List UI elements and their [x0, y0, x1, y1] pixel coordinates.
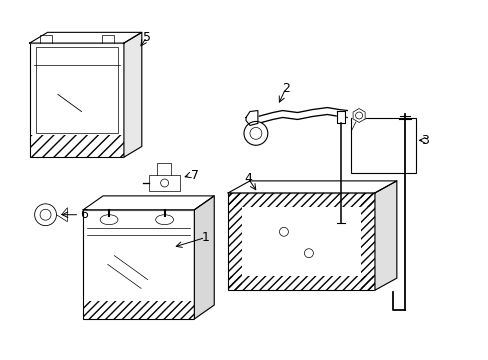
Bar: [350, 118, 415, 173]
Polygon shape: [245, 111, 257, 125]
Polygon shape: [228, 181, 396, 193]
Bar: [228, 193, 242, 290]
Circle shape: [249, 127, 262, 139]
Bar: [83, 301, 194, 319]
Polygon shape: [123, 32, 142, 157]
Bar: [228, 193, 374, 290]
Polygon shape: [337, 111, 345, 123]
Ellipse shape: [155, 215, 173, 225]
Bar: [30, 135, 123, 157]
Circle shape: [244, 121, 267, 145]
Circle shape: [304, 249, 313, 258]
Text: 7: 7: [191, 168, 199, 181]
Ellipse shape: [100, 215, 118, 225]
Polygon shape: [374, 181, 396, 290]
Text: 2: 2: [281, 82, 289, 95]
Bar: [36, 47, 118, 133]
Bar: [83, 210, 194, 319]
Text: 1: 1: [201, 231, 209, 244]
Circle shape: [279, 227, 288, 236]
Circle shape: [40, 209, 51, 220]
Polygon shape: [83, 196, 214, 210]
Circle shape: [355, 112, 362, 119]
Polygon shape: [352, 109, 365, 122]
Text: 5: 5: [142, 31, 150, 44]
Circle shape: [35, 204, 56, 226]
Bar: [228, 193, 374, 207]
Text: 4: 4: [244, 171, 251, 185]
Bar: [30, 43, 123, 157]
Circle shape: [161, 179, 168, 187]
Polygon shape: [194, 196, 214, 319]
Bar: [228, 276, 374, 290]
Bar: [148, 175, 180, 191]
Polygon shape: [30, 32, 142, 43]
Text: 3: 3: [420, 134, 427, 147]
Text: 6: 6: [80, 208, 88, 221]
Bar: [360, 193, 374, 290]
